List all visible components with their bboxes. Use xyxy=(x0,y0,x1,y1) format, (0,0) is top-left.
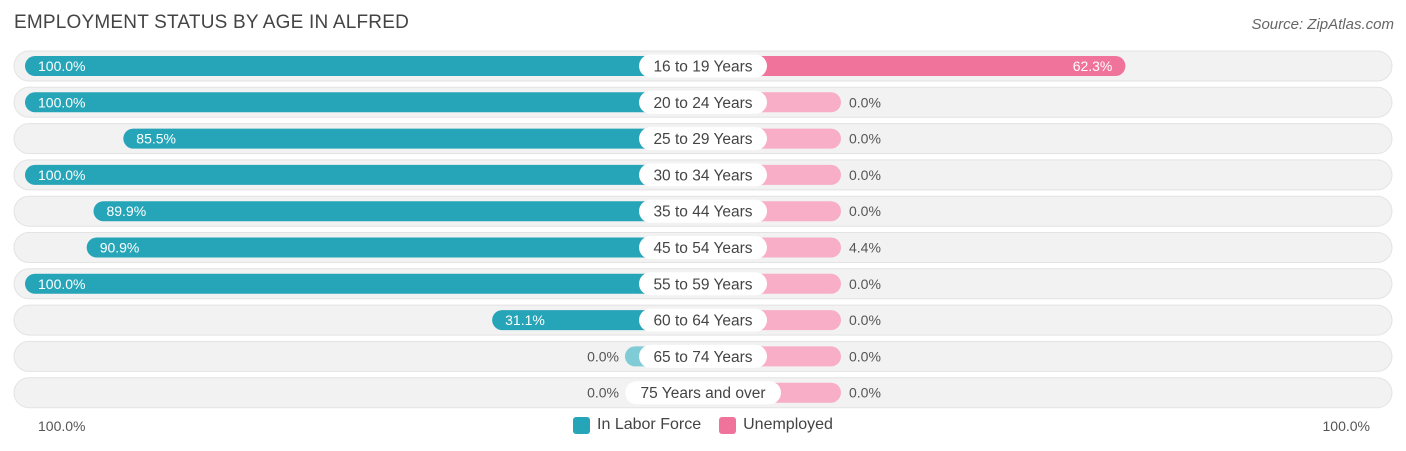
label-unemployed: 0.0% xyxy=(849,385,881,401)
category-label: 60 to 64 Years xyxy=(653,313,752,330)
label-in-labor-force: 31.1% xyxy=(505,312,545,328)
label-in-labor-force: 0.0% xyxy=(587,385,619,401)
category-pill xyxy=(625,381,781,405)
label-unemployed: 0.0% xyxy=(849,348,881,364)
category-label: 45 to 54 Years xyxy=(653,240,752,257)
label-in-labor-force: 85.5% xyxy=(136,131,176,147)
label-in-labor-force: 100.0% xyxy=(38,94,85,110)
label-unemployed: 4.4% xyxy=(849,240,881,256)
legend-label-unemployed: Unemployed xyxy=(743,416,833,433)
category-label: 55 to 59 Years xyxy=(653,276,752,293)
legend-item-unemployed[interactable]: Unemployed xyxy=(719,416,833,434)
category-pill xyxy=(639,127,767,151)
label-in-labor-force: 100.0% xyxy=(38,58,85,74)
label-in-labor-force: 100.0% xyxy=(38,276,85,292)
bar-in-labor-force[interactable] xyxy=(25,164,703,185)
label-unemployed: 0.0% xyxy=(849,167,881,183)
category-pill xyxy=(639,344,767,368)
label-unemployed: 0.0% xyxy=(849,94,881,110)
category-pill xyxy=(639,308,767,332)
label-unemployed: 0.0% xyxy=(849,312,881,328)
category-label: 16 to 19 Years xyxy=(653,59,752,76)
label-unemployed: 0.0% xyxy=(849,276,881,292)
label-in-labor-force: 100.0% xyxy=(38,167,85,183)
bar-in-labor-force[interactable] xyxy=(86,237,703,258)
category-pill xyxy=(639,90,767,114)
chart-title: EMPLOYMENT STATUS BY AGE IN ALFRED xyxy=(14,12,409,33)
source-label: Source: ZipAtlas.com xyxy=(1251,16,1394,33)
category-pill xyxy=(639,163,767,187)
bar-unemployed[interactable] xyxy=(703,56,1126,76)
category-label: 20 to 24 Years xyxy=(653,95,752,112)
category-label: 65 to 74 Years xyxy=(653,349,752,366)
label-in-labor-force: 0.0% xyxy=(587,348,619,364)
label-unemployed: 0.0% xyxy=(849,203,881,219)
legend-label-labor: In Labor Force xyxy=(597,416,702,433)
category-label: 30 to 34 Years xyxy=(653,167,752,184)
legend: In Labor Force Unemployed xyxy=(0,416,1406,434)
category-pill xyxy=(639,199,767,223)
bar-in-labor-force[interactable] xyxy=(93,201,703,222)
bar-in-labor-force[interactable] xyxy=(25,92,703,113)
category-pill xyxy=(639,236,767,259)
legend-swatch-unemployed xyxy=(719,416,737,434)
category-label: 25 to 29 Years xyxy=(653,131,752,148)
legend-swatch-labor xyxy=(573,416,591,434)
bar-in-labor-force[interactable] xyxy=(123,128,703,149)
chart-svg: 100.0% 62.3% 16 to 19 Years 100.0% 0.0% 20 to… xyxy=(13,50,1393,409)
category-pill xyxy=(639,272,767,296)
bar-in-labor-force[interactable] xyxy=(25,273,703,294)
label-unemployed: 62.3% xyxy=(1073,58,1113,74)
bar-in-labor-force[interactable] xyxy=(25,56,703,76)
label-unemployed: 0.0% xyxy=(849,131,881,147)
legend-item-labor[interactable]: In Labor Force xyxy=(573,416,701,434)
category-pill xyxy=(639,54,767,78)
label-in-labor-force: 89.9% xyxy=(106,203,146,219)
label-in-labor-force: 90.9% xyxy=(100,240,140,256)
category-label: 35 to 44 Years xyxy=(653,204,752,221)
axis-left-label: 100.0% xyxy=(38,418,86,434)
category-label: 75 Years and over xyxy=(641,385,766,402)
axis-right-label: 100.0% xyxy=(1322,418,1370,434)
